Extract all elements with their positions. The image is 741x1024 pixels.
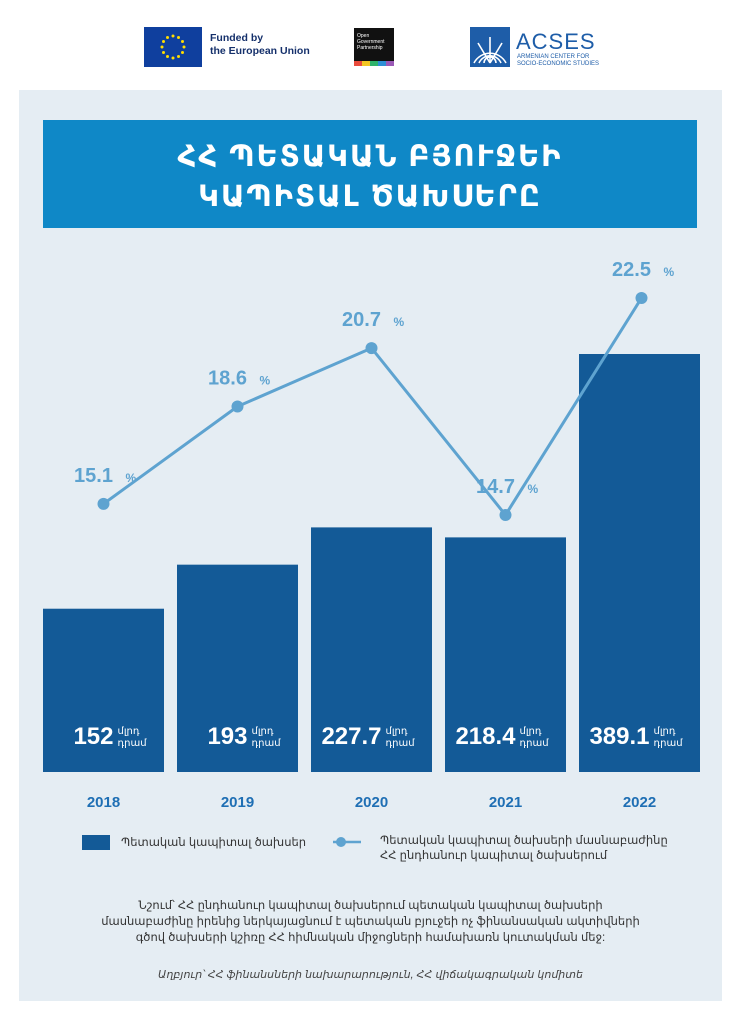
- line-value-label: 14.7: [476, 476, 515, 498]
- line-unit-label: %: [260, 374, 271, 388]
- line-point: [635, 292, 648, 304]
- line-point: [499, 509, 512, 521]
- line-unit-label: %: [664, 265, 675, 279]
- bar-unit-label: դրամ: [252, 738, 282, 749]
- chart-title-line1: ՀՀ ՊԵՏԱԿԱՆ ԲՅՈՒՋԵԻ: [177, 141, 563, 173]
- line-point: [97, 497, 110, 510]
- bar-2021: [445, 537, 566, 772]
- ogp-text: Open Government Partnership: [357, 33, 385, 51]
- bar-value-label: 152: [73, 723, 113, 750]
- legend-line-label-2: ՀՀ ընդհանուր կապիտալ ծախսերում: [380, 850, 608, 862]
- title-banner: ՀՀ ՊԵՏԱԿԱՆ ԲՅՈՒՋԵԻ ԿԱՊԻՏԱԼ ԾԱԽՍԵՐԸ: [43, 120, 697, 228]
- acses-sub-line2: SOCIO-ECONOMIC STUDIES: [517, 61, 600, 67]
- footnote-line2: մասնաբաժինը իրենից ներկայացնում է պետակա…: [101, 916, 640, 928]
- source-text: Աղբյուր՝ ՀՀ ֆինանսների նախարարություն, Հ…: [158, 969, 583, 981]
- chart-title-line2: ԿԱՊԻՏԱԼ ԾԱԽՍԵՐԸ: [198, 181, 542, 213]
- bar-value-label: 389.1: [589, 723, 649, 750]
- bar-2020: [311, 527, 432, 772]
- bar-2019: [177, 564, 298, 772]
- bar-2022: [579, 354, 700, 772]
- ogp-color-bar: [354, 61, 394, 66]
- eu-flag-icon: [144, 27, 202, 67]
- bar-unit-label: մլրդ: [654, 726, 676, 737]
- eu-text-line2: the European Union: [210, 45, 310, 57]
- legend-line-label: Պետական կապիտալ ծախսերի մասնաբաժինը ՀՀ ը…: [380, 834, 700, 864]
- x-tick-label: 2018: [87, 794, 120, 811]
- bar-unit-label: մլրդ: [386, 726, 408, 737]
- footnote-line3: գծով ծախսերի կշիռը ՀՀ հիմնական միջոցների…: [135, 932, 606, 944]
- legend-line-swatch: [333, 837, 361, 847]
- line-point: [231, 400, 244, 413]
- line-unit-label: %: [528, 482, 539, 496]
- x-tick-label: 2020: [355, 794, 388, 811]
- bar-unit-label: մլրդ: [252, 726, 274, 737]
- x-tick-label: 2021: [489, 794, 522, 811]
- bar-unit-label: դրամ: [386, 738, 416, 749]
- bar-2018: [43, 608, 164, 772]
- bar-unit-label: մլրդ: [118, 726, 140, 737]
- bar-unit-label: մլրդ: [520, 726, 542, 737]
- x-tick-label: 2022: [623, 794, 656, 811]
- bar-unit-label: դրամ: [118, 738, 148, 749]
- bar-unit-label: դրամ: [654, 738, 684, 749]
- line-value-label: 15.1: [74, 465, 113, 487]
- acses-sub-line1: ARMENIAN CENTER FOR: [517, 54, 590, 60]
- x-tick-label: 2019: [221, 794, 254, 811]
- bar-unit-label: դրամ: [520, 738, 550, 749]
- footnote: Նշում՝ ՀՀ ընդհանուր կապիտալ ծախսերում պե…: [90, 898, 651, 946]
- legend-bar-swatch: [82, 835, 110, 850]
- line-value-label: 20.7: [342, 309, 381, 331]
- line-unit-label: %: [126, 471, 137, 485]
- acses-logo-icon: [470, 27, 510, 67]
- eu-text-line1: Funded by: [210, 32, 264, 44]
- line-value-label: 18.6: [208, 368, 247, 390]
- line-point: [365, 342, 378, 355]
- line-unit-label: %: [394, 315, 405, 329]
- ogp-logo: Open Government Partnership: [354, 28, 394, 66]
- eu-funding-text: Funded by the European Union: [210, 32, 310, 58]
- bar-value-label: 193: [207, 723, 247, 750]
- bar-value-label: 218.4: [455, 723, 516, 750]
- eu-stars-icon: [160, 34, 186, 60]
- ogp-text-line3: Partnership: [357, 45, 383, 51]
- bar-value-label: 227.7: [321, 723, 381, 750]
- acses-subtitle: ARMENIAN CENTER FOR SOCIO-ECONOMIC STUDI…: [517, 54, 599, 68]
- ogp-text-line1: Open: [357, 33, 370, 39]
- line-value-label: 22.5: [612, 259, 651, 281]
- legend-line-label-1: Պետական կապիտալ ծախսերի մասնաբաժինը: [380, 835, 668, 847]
- ogp-text-line2: Government: [357, 39, 385, 45]
- logo-row: Funded by the European Union Open Govern…: [0, 0, 741, 90]
- footnote-line1: Նշում՝ ՀՀ ընդհանուր կապիտալ ծախսերում պե…: [138, 900, 603, 912]
- acses-name: ACSES: [516, 29, 596, 54]
- legend-bar-label: Պետական կապիտալ ծախսեր: [121, 837, 307, 849]
